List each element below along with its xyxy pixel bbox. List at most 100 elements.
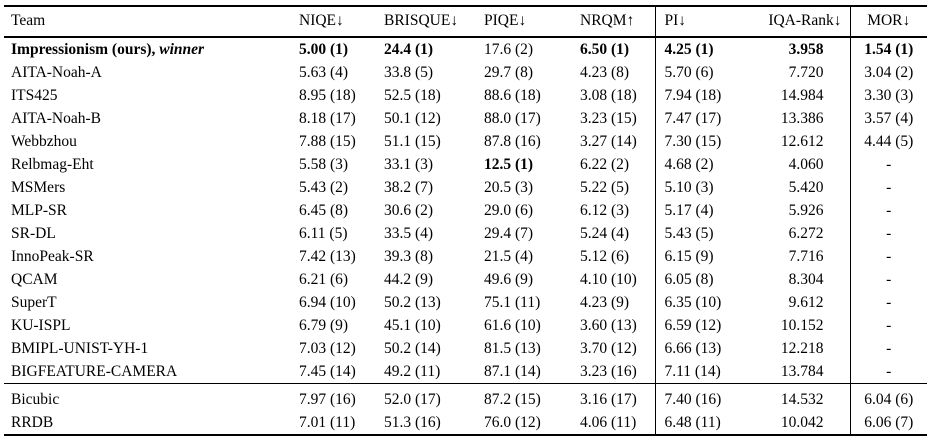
metric-cell: 7.11 (14) <box>654 360 743 384</box>
team-name: AITA-Noah-B <box>11 110 102 127</box>
metric-cell: 13.386 <box>780 110 824 127</box>
metric-cell: 14.984 <box>780 87 824 104</box>
team-name: BMIPL-UNIST-YH-1 <box>11 340 149 357</box>
metric-cell: 81.5 (13) <box>484 340 541 357</box>
table-row: QCAM 6.21 (6) 44.2 (9) 49.6 (9) 4.10 (10) 6.0… <box>4 268 927 291</box>
metric-cell: 8.304 <box>788 271 824 288</box>
metric-cell: 4.68 (2) <box>654 153 743 176</box>
metric-cell: 21.5 (4) <box>484 248 534 265</box>
metric-cell: 3.27 (14) <box>580 133 637 150</box>
column-header-nrqm: NRQM↑ <box>575 6 655 38</box>
metric-cell: - <box>849 360 927 384</box>
metric-cell: 6.12 (3) <box>580 202 630 219</box>
metric-cell: 5.420 <box>788 179 824 196</box>
team-name: RRDB <box>11 414 54 431</box>
table-row: ITS425 8.95 (18) 52.5 (18) 88.6 (18) 3.08 (1… <box>4 84 927 107</box>
table-row: KU-ISPL 6.79 (9) 45.1 (10) 61.6 (10) 3.60 (1… <box>4 314 927 337</box>
team-name: InnoPeak-SR <box>11 248 94 265</box>
metric-cell: 1.54 (1) <box>849 37 927 61</box>
metric-cell: 12.5 (1) <box>484 156 534 173</box>
metric-cell: 39.3 (8) <box>384 248 434 265</box>
metric-cell: 6.35 (10) <box>654 291 743 314</box>
metric-cell: 3.23 (16) <box>580 363 637 380</box>
metric-cell: 5.12 (6) <box>580 248 630 265</box>
metric-cell: - <box>849 199 927 222</box>
metric-cell: 29.0 (6) <box>484 202 534 219</box>
metric-cell: 4.23 (8) <box>580 64 630 81</box>
metric-cell: 3.08 (18) <box>580 87 637 104</box>
team-name: BIGFEATURE-CAMERA <box>11 363 178 380</box>
metric-cell: 7.30 (15) <box>654 130 743 153</box>
metric-cell: 51.1 (15) <box>384 133 441 150</box>
team-name: SuperT <box>11 294 57 311</box>
metric-cell: 87.8 (16) <box>484 133 541 150</box>
metric-cell: - <box>849 337 927 360</box>
metric-cell: 76.0 (12) <box>484 414 541 431</box>
table-row: AITA-Noah-A 5.63 (4) 33.8 (5) 29.7 (8) 4.23 … <box>4 61 927 84</box>
metric-cell: 5.17 (4) <box>654 199 743 222</box>
table-row: SR-DL 6.11 (5) 33.5 (4) 29.4 (7) 5.24 (4) 5.4… <box>4 222 927 245</box>
metric-cell: 20.5 (3) <box>484 179 534 196</box>
table-row: Impressionism (ours), winner 5.00 (1) 24.4… <box>4 37 927 61</box>
metric-cell: 6.04 (6) <box>849 383 927 411</box>
table-row: BIGFEATURE-CAMERA 7.45 (14) 49.2 (11) 87.1 … <box>4 360 927 384</box>
metric-cell: 17.6 (2) <box>484 41 534 58</box>
metric-cell: 5.43 (2) <box>299 179 349 196</box>
team-name-italic-suffix: winner <box>159 41 205 58</box>
metric-cell: - <box>849 291 927 314</box>
table-row: SuperT 6.94 (10) 50.2 (13) 75.1 (11) 4.23 (9… <box>4 291 927 314</box>
team-name: Webbzhou <box>11 133 77 150</box>
metric-cell: 7.45 (14) <box>299 363 356 380</box>
metric-cell: - <box>849 268 927 291</box>
metric-cell: 6.45 (8) <box>299 202 349 219</box>
results-table: Team NIQE↓ BRISQUE↓ PIQE↓ NRQM↑ PI↓ IQA-… <box>4 5 927 436</box>
metric-cell: 12.218 <box>780 340 824 357</box>
metric-cell: 7.01 (11) <box>299 414 356 431</box>
metric-cell: - <box>849 176 927 199</box>
team-name: ITS425 <box>11 87 58 104</box>
metric-cell: 3.57 (4) <box>849 107 927 130</box>
metric-cell: 4.23 (9) <box>580 294 630 311</box>
column-header-piqe: PIQE↓ <box>479 6 575 38</box>
metric-cell: 24.4 (1) <box>384 41 434 58</box>
metric-cell: 7.42 (13) <box>299 248 356 265</box>
metric-cell: 14.532 <box>743 383 850 411</box>
table-row: BMIPL-UNIST-YH-1 7.03 (12) 50.2 (14) 81.5 (… <box>4 337 927 360</box>
metric-cell: 6.06 (7) <box>849 411 927 435</box>
metric-cell: 9.612 <box>788 294 824 311</box>
metric-cell: 33.1 (3) <box>384 156 434 173</box>
metric-cell: 7.40 (16) <box>654 383 743 411</box>
metric-cell: 6.50 (1) <box>580 41 630 58</box>
metric-cell: 6.66 (13) <box>654 337 743 360</box>
metric-cell: 88.0 (17) <box>484 110 541 127</box>
metric-cell: 5.00 (1) <box>299 41 349 58</box>
metric-cell: - <box>849 153 927 176</box>
column-header-iqa-rank: IQA-Rank↓ <box>743 6 850 38</box>
metric-cell: 7.03 (12) <box>299 340 356 357</box>
team-name: Impressionism (ours), winner <box>11 41 205 58</box>
metric-cell: 6.21 (6) <box>299 271 349 288</box>
metric-cell: 50.2 (14) <box>384 340 441 357</box>
team-name: QCAM <box>11 271 58 288</box>
metric-cell: 7.88 (15) <box>299 133 356 150</box>
metric-cell: 61.6 (10) <box>484 317 541 334</box>
metric-cell: 51.3 (16) <box>384 414 441 431</box>
metric-cell: 5.926 <box>788 202 824 219</box>
metric-cell: 29.4 (7) <box>484 225 534 242</box>
metric-cell: 6.48 (11) <box>654 411 743 435</box>
column-header-mor: MOR↓ <box>849 6 927 38</box>
metric-cell: 50.1 (12) <box>384 110 441 127</box>
metric-cell: 49.2 (11) <box>384 363 441 380</box>
metric-cell: 29.7 (8) <box>484 64 534 81</box>
team-name: MSMers <box>11 179 66 196</box>
metric-cell: 30.6 (2) <box>384 202 434 219</box>
metric-cell: 3.60 (13) <box>580 317 637 334</box>
metric-cell: 87.1 (14) <box>484 363 541 380</box>
metric-cell: 3.70 (12) <box>580 340 637 357</box>
metric-cell: 12.612 <box>780 133 824 150</box>
table-row: AITA-Noah-B 8.18 (17) 50.1 (12) 88.0 (17) 3.… <box>4 107 927 130</box>
table-row: InnoPeak-SR 7.42 (13) 39.3 (8) 21.5 (4) 5.12… <box>4 245 927 268</box>
table-row: MLP-SR 6.45 (8) 30.6 (2) 29.0 (6) 6.12 (3) 5.… <box>4 199 927 222</box>
metric-cell: 6.05 (8) <box>654 268 743 291</box>
metric-cell: 4.10 (10) <box>580 271 637 288</box>
